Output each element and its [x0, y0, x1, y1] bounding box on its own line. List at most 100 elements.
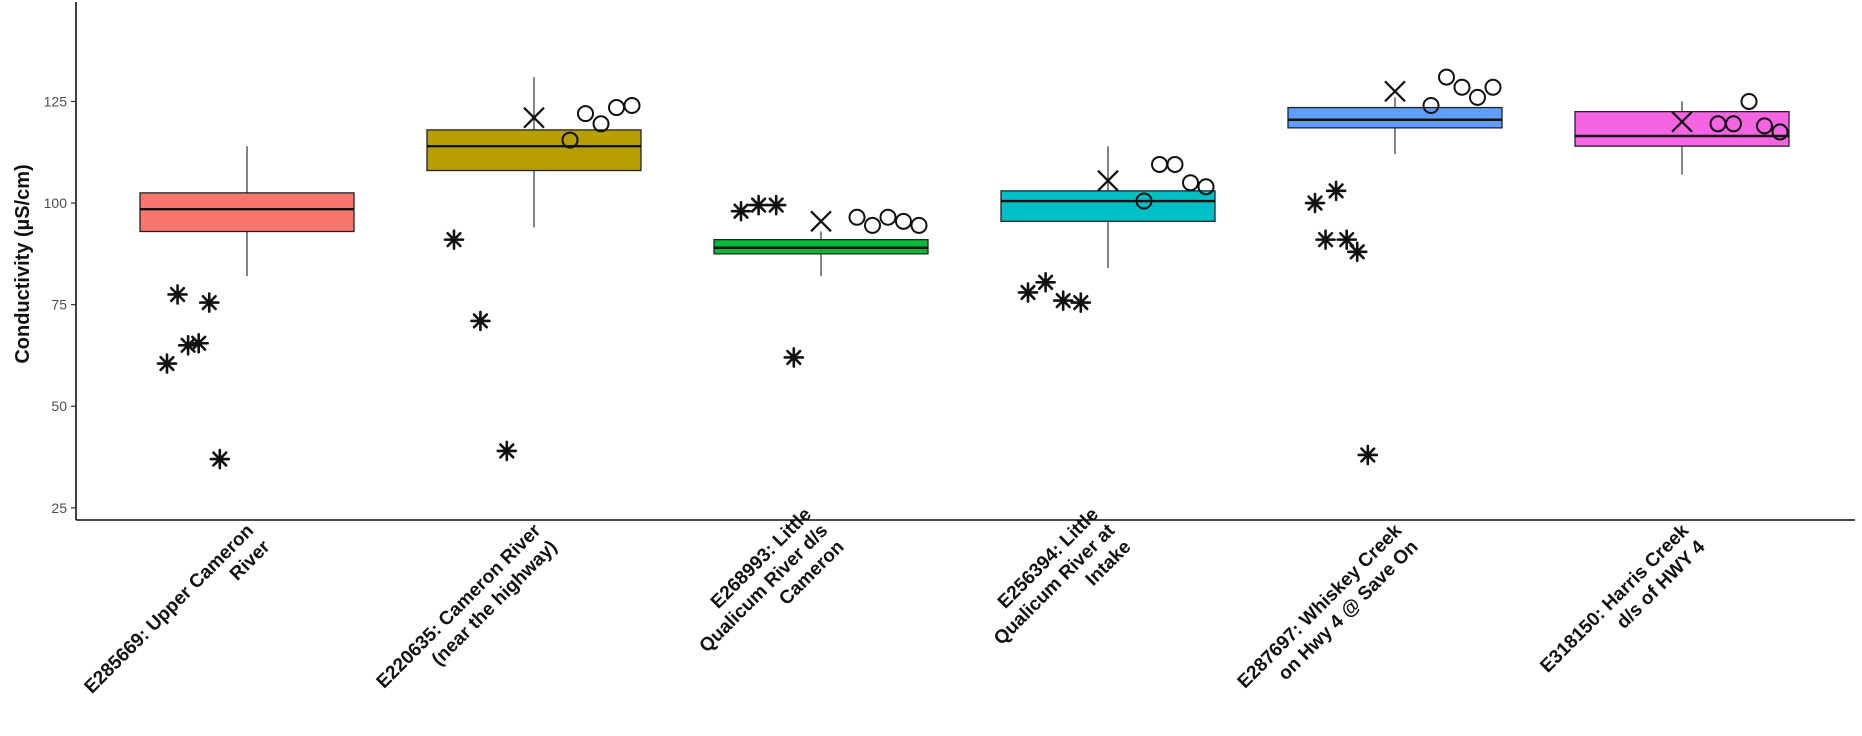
x-category-label: E287697: Whiskey Creekon Hwy 4 @ Save On	[1234, 520, 1423, 709]
asterisk-stroke	[1328, 183, 1344, 199]
asterisk-stroke	[1073, 294, 1089, 311]
outlier-asterisk-point	[1017, 282, 1039, 303]
x-category-label: E285669: Upper CameronRiver	[81, 520, 275, 714]
asterisk-stroke	[191, 335, 207, 351]
iqr-box	[426, 129, 642, 172]
asterisk-stroke	[1317, 231, 1334, 248]
points-group-4	[1017, 155, 1215, 313]
boxplot-group-2	[426, 77, 642, 228]
asterisk-stroke	[768, 197, 784, 213]
mean-stroke	[810, 210, 832, 233]
y-axis-title: Conductivity (µS/cm)	[12, 164, 34, 363]
asterisk-stroke	[1055, 292, 1071, 309]
iqr-box	[139, 192, 355, 233]
labels-layer: E285669: Upper CameronRiver E220635: Came…	[81, 504, 1710, 714]
sample-circle-point	[848, 208, 866, 226]
x-category-label: E220635: Cameron River(near the highway)	[373, 520, 562, 709]
outlier-asterisk-point	[156, 353, 178, 374]
sample-circle-point	[895, 212, 912, 230]
mean-marker	[1097, 169, 1119, 192]
sample-circle-point	[1166, 155, 1184, 173]
boxplot-group-1	[139, 146, 355, 277]
outlier-asterisk-point	[470, 310, 491, 332]
points-group-1	[156, 284, 231, 470]
outlier-asterisk-point	[1052, 290, 1074, 311]
mean-stroke	[523, 106, 545, 129]
y-tick-label: 125	[44, 93, 68, 109]
outlier-asterisk-point	[188, 332, 209, 354]
mean-marker	[523, 106, 545, 129]
sample-circle-point	[1182, 174, 1199, 192]
x-category-label-line: E285669: Upper Cameron	[81, 520, 259, 698]
sample-circle-point	[1422, 97, 1440, 115]
x-category-label-line: E287697: Whiskey Creek	[1234, 520, 1407, 693]
outlier-asterisk-point	[1336, 229, 1357, 250]
asterisk-stroke	[1037, 274, 1054, 290]
sample-circle-point	[1438, 68, 1455, 86]
points-group-5	[1304, 68, 1502, 466]
x-category-label: E318150: Harris Creekd/s of HWY 4	[1536, 520, 1709, 693]
mean-marker	[1671, 110, 1693, 133]
x-category-label: E268993: LittleQualicum River d/sCameron	[679, 504, 848, 673]
outlier-asterisk-point	[730, 200, 752, 222]
axes-layer: 25 50 75 100 125	[44, 2, 1855, 521]
mean-stroke	[1384, 80, 1406, 103]
sample-circle-point	[561, 131, 579, 149]
outlier-asterisk-point	[748, 194, 769, 216]
y-tick-label: 75	[51, 297, 67, 313]
asterisk-stroke	[446, 231, 462, 248]
mean-marker	[810, 210, 832, 233]
outlier-asterisk-point	[1070, 292, 1092, 313]
points-group-2	[443, 97, 641, 462]
outlier-asterisk-point	[443, 229, 465, 250]
asterisk-stroke	[1349, 244, 1365, 260]
asterisk-stroke	[169, 286, 186, 303]
boxplot-group-3	[713, 231, 929, 277]
outlier-asterisk-point	[209, 448, 231, 470]
sample-circle-point	[1771, 123, 1789, 141]
sample-circle-point	[623, 97, 641, 115]
sample-circle-point	[1197, 178, 1215, 196]
asterisk-stroke	[750, 197, 767, 213]
sample-circle-point	[577, 105, 594, 123]
mean-stroke	[1671, 110, 1693, 133]
x-category-label-line: E220635: Cameron River	[373, 520, 546, 693]
asterisk-stroke	[212, 451, 228, 467]
boxplot-group-6	[1574, 101, 1790, 175]
sample-circle-point	[864, 216, 881, 234]
asterisk-stroke	[201, 294, 217, 311]
sample-circle-point	[1725, 115, 1742, 133]
asterisk-stroke	[1339, 231, 1355, 248]
outlier-asterisk-point	[167, 284, 188, 305]
asterisk-stroke	[1020, 284, 1036, 301]
sample-circle-point	[1756, 117, 1773, 135]
outlier-asterisk-point	[1304, 192, 1326, 214]
outlier-asterisk-point	[1357, 444, 1379, 466]
sample-circle-point	[1469, 88, 1486, 106]
sample-circle-point	[1740, 92, 1758, 110]
points-group-6	[1671, 92, 1789, 141]
outlier-asterisk-point	[1346, 241, 1368, 263]
mean-marker	[1384, 80, 1406, 103]
y-tick-label: 100	[44, 195, 68, 211]
asterisk-stroke	[499, 443, 515, 459]
sample-circle-point	[1135, 192, 1153, 210]
outlier-asterisk-point	[198, 292, 220, 313]
asterisk-stroke	[180, 337, 196, 353]
asterisk-stroke	[1360, 447, 1376, 463]
outlier-asterisk-point	[783, 347, 805, 368]
y-tick-label: 25	[51, 500, 67, 516]
sample-circle-point	[1151, 155, 1168, 173]
asterisk-stroke	[733, 203, 749, 219]
x-category-label-line: on Hwy 4 @ Save On	[1274, 537, 1422, 685]
y-tick-label: 50	[51, 398, 67, 414]
sample-circle-point	[592, 115, 610, 133]
boxplot-group-5	[1287, 97, 1503, 155]
mean-stroke	[1097, 169, 1119, 192]
boxes-layer	[139, 77, 1790, 277]
asterisk-stroke	[472, 313, 489, 329]
outlier-asterisk-point	[765, 194, 787, 216]
asterisk-stroke	[786, 349, 802, 366]
